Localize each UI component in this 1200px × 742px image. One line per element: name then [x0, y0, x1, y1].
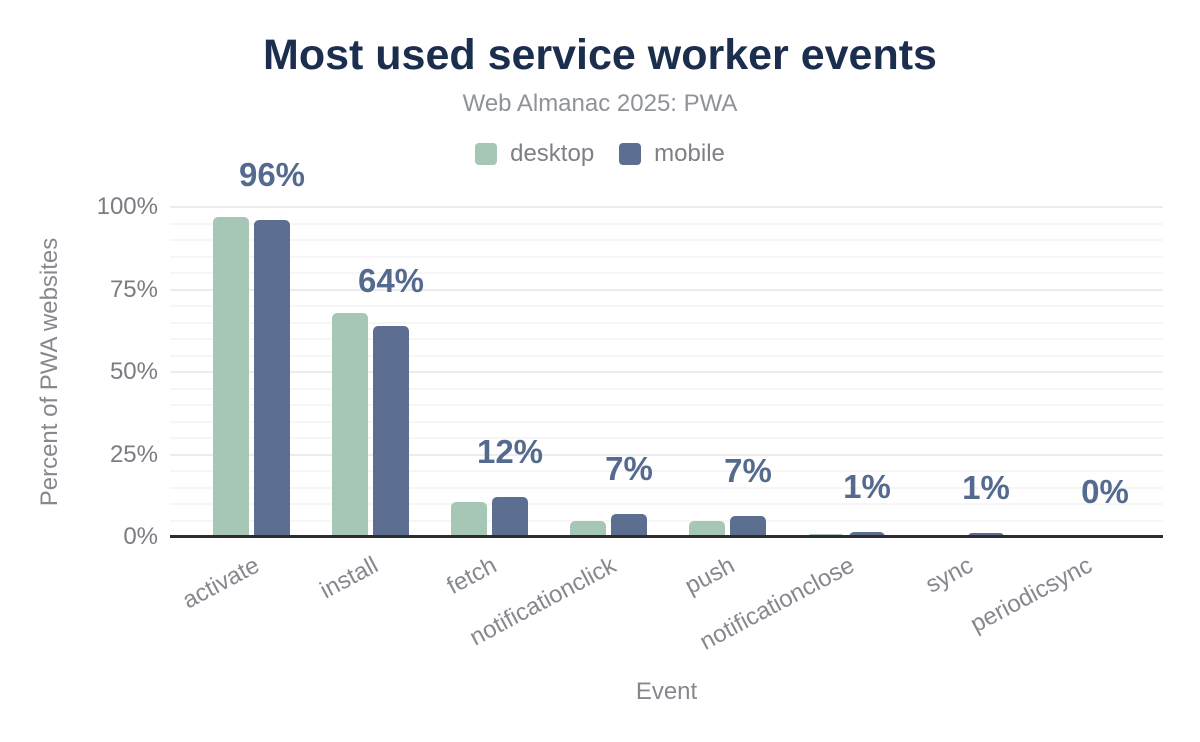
bar-desktop-activate	[213, 216, 249, 537]
bar-mobile-fetch	[492, 497, 528, 537]
value-label-notificationclose: 1%	[843, 468, 891, 506]
gridline-minor	[170, 486, 1163, 489]
gridline-major	[170, 206, 1163, 208]
gridline-minor	[170, 387, 1163, 390]
bar-desktop-fetch	[451, 502, 487, 537]
gridline-minor	[170, 338, 1163, 340]
x-tick-label-install: install	[315, 551, 383, 605]
gridline-major	[170, 288, 1163, 291]
chart-title: Most used service worker events	[263, 31, 937, 79]
bar-mobile-install	[373, 325, 409, 537]
x-tick-label-periodicsync: periodicsync	[966, 551, 1097, 639]
legend-swatch-desktop	[475, 143, 498, 165]
y-tick-label-0: 0%	[123, 523, 158, 550]
value-label-sync: 1%	[962, 469, 1010, 507]
gridline-minor	[170, 272, 1163, 274]
legend-item-desktop: desktop	[475, 142, 594, 166]
y-tick-label-100: 100%	[96, 193, 158, 220]
value-label-push: 7%	[724, 451, 772, 489]
x-axis-title: Event	[635, 678, 698, 705]
legend: desktop mobile	[0, 142, 1200, 166]
gridline-minor	[170, 470, 1163, 472]
x-tick-label-fetch: fetch	[442, 551, 502, 600]
bar-mobile-activate	[254, 220, 290, 537]
bar-mobile-notificationclose	[849, 532, 885, 537]
x-tick-label-push: push	[680, 551, 740, 600]
gridline-major	[170, 371, 1163, 373]
legend-item-mobile: mobile	[619, 142, 725, 166]
value-label-periodicsync: 0%	[1081, 473, 1129, 510]
bar-desktop-notificationclick	[570, 520, 606, 537]
gridline-minor	[170, 519, 1163, 522]
x-axis-line	[170, 535, 1163, 538]
bar-desktop-install	[332, 312, 368, 537]
gridline-minor	[170, 255, 1163, 258]
gridline-minor	[170, 354, 1163, 357]
y-tick-label-25: 25%	[109, 440, 158, 468]
legend-swatch-mobile	[619, 143, 642, 165]
y-tick-label-75: 75%	[109, 275, 158, 303]
bar-desktop-push	[689, 520, 725, 537]
gridline-major	[170, 453, 1163, 456]
gridline-minor	[170, 420, 1163, 423]
gridline-minor	[170, 404, 1163, 406]
gridline-minor	[170, 503, 1163, 505]
value-label-install: 64%	[357, 261, 425, 299]
gridline-minor	[170, 321, 1163, 324]
gridline-minor	[170, 437, 1163, 439]
legend-label-desktop: desktop	[510, 140, 595, 167]
value-label-fetch: 12%	[476, 433, 544, 471]
legend-label-mobile: mobile	[654, 140, 725, 167]
bar-mobile-notificationclick	[611, 513, 647, 537]
x-tick-label-sync: sync	[921, 551, 978, 599]
gridline-minor	[170, 239, 1163, 241]
gridline-minor	[170, 222, 1163, 225]
value-label-notificationclick: 7%	[605, 449, 653, 487]
x-tick-label-activate: activate	[177, 551, 264, 615]
gridline-minor	[170, 305, 1163, 307]
y-tick-label-50: 50%	[109, 358, 158, 385]
value-label-activate: 96%	[238, 156, 306, 194]
bar-mobile-push	[730, 515, 766, 537]
chart-subtitle: Web Almanac 2025: PWA	[462, 90, 738, 117]
